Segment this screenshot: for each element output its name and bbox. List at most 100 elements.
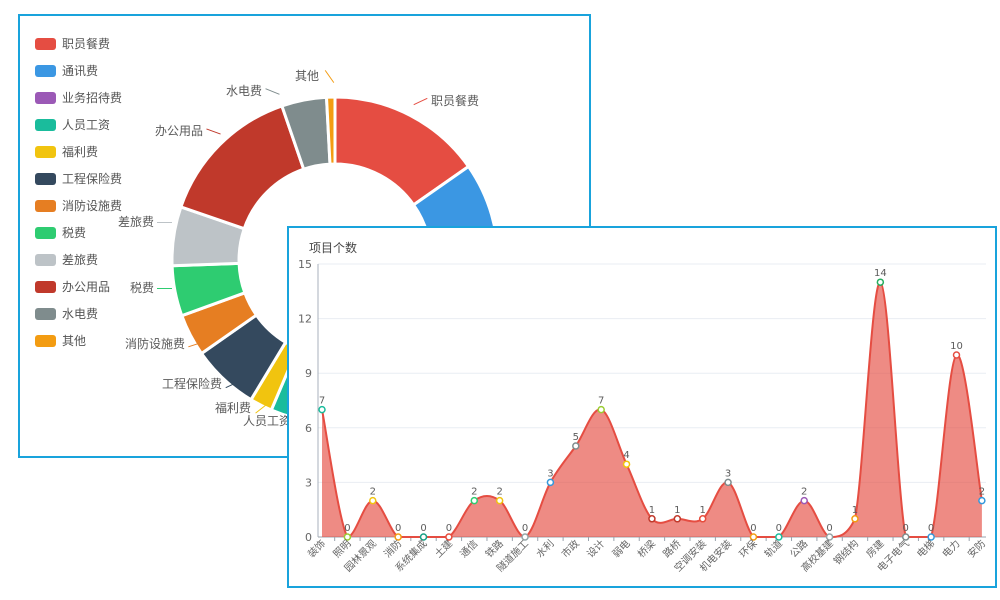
value-label-土建: 0 xyxy=(446,523,452,534)
value-label-安防: 2 xyxy=(979,487,985,498)
data-point-市政[interactable] xyxy=(572,442,580,450)
data-point-消防[interactable] xyxy=(394,533,402,541)
legend-label: 福利费 xyxy=(62,145,99,159)
legend-item-办公用品[interactable]: 办公用品 xyxy=(35,281,122,293)
value-label-照明: 0 xyxy=(344,523,350,534)
legend-item-职员餐费[interactable]: 职员餐费 xyxy=(35,38,122,50)
value-label-高校基建: 0 xyxy=(826,523,832,534)
data-point-环保[interactable] xyxy=(749,533,758,541)
data-point-隧道施工[interactable] xyxy=(521,533,529,541)
x-label-土建[interactable]: 土建 xyxy=(432,537,455,560)
value-label-电子电气: 0 xyxy=(903,523,909,534)
x-label-铁路[interactable]: 铁路 xyxy=(482,537,505,560)
data-point-安防[interactable] xyxy=(978,496,986,505)
pie-legend: 职员餐费通讯费业务招待费人员工资福利费工程保险费消防设施费税费差旅费办公用品水电… xyxy=(35,38,122,362)
y-tick-3: 3 xyxy=(305,476,312,489)
legend-item-水电费[interactable]: 水电费 xyxy=(35,308,122,320)
data-point-机电安装[interactable] xyxy=(724,478,732,487)
x-label-公路[interactable]: 公路 xyxy=(787,537,810,560)
x-label-消防[interactable]: 消防 xyxy=(381,537,404,560)
value-label-轨道: 0 xyxy=(776,523,782,534)
value-label-公路: 2 xyxy=(801,487,807,498)
data-point-弱电[interactable] xyxy=(622,460,631,468)
chart-title: 项目个数 xyxy=(309,241,358,255)
x-label-水利[interactable]: 水利 xyxy=(534,538,557,561)
x-label-安防[interactable]: 安防 xyxy=(965,537,988,560)
legend-swatch xyxy=(35,173,56,185)
legend-label: 职员餐费 xyxy=(62,37,111,51)
value-label-环保: 0 xyxy=(750,523,756,534)
x-label-路桥[interactable]: 路桥 xyxy=(660,537,683,560)
legend-label: 消防设施费 xyxy=(62,199,123,213)
data-point-高校基建[interactable] xyxy=(825,533,834,541)
legend-swatch xyxy=(35,38,56,50)
value-label-铁路: 2 xyxy=(496,487,502,498)
x-label-环保[interactable]: 环保 xyxy=(736,537,759,560)
legend-item-其他[interactable]: 其他 xyxy=(35,335,122,347)
x-label-通信[interactable]: 通信 xyxy=(458,538,481,561)
value-label-装饰: 7 xyxy=(319,396,325,407)
legend-item-差旅费[interactable]: 差旅费 xyxy=(35,254,122,266)
legend-label: 工程保险费 xyxy=(62,172,123,186)
x-label-电力[interactable]: 电力 xyxy=(939,537,962,560)
legend-swatch xyxy=(35,146,56,158)
pie-slice-办公用品[interactable] xyxy=(179,104,306,231)
data-point-轨道[interactable] xyxy=(775,533,783,541)
value-label-路桥: 1 xyxy=(674,505,680,516)
data-point-设计[interactable] xyxy=(597,405,605,414)
legend-swatch xyxy=(35,254,56,266)
legend-item-福利费[interactable]: 福利费 xyxy=(35,146,122,158)
x-label-桥梁[interactable]: 桥梁 xyxy=(635,537,658,560)
x-label-轨道[interactable]: 轨道 xyxy=(762,537,785,560)
legend-label: 税费 xyxy=(62,226,87,240)
legend-item-人员工资[interactable]: 人员工资 xyxy=(35,119,122,131)
legend-item-工程保险费[interactable]: 工程保险费 xyxy=(35,173,122,185)
data-point-系统集成[interactable] xyxy=(419,533,428,541)
x-label-市政[interactable]: 市政 xyxy=(559,537,582,560)
legend-swatch xyxy=(35,281,56,293)
legend-swatch xyxy=(35,65,56,77)
data-point-通信[interactable] xyxy=(470,496,479,505)
x-label-电梯[interactable]: 电梯 xyxy=(914,537,937,560)
legend-item-通讯费[interactable]: 通讯费 xyxy=(35,65,122,77)
value-label-钢结构: 1 xyxy=(852,505,858,516)
y-tick-6: 6 xyxy=(305,422,312,435)
legend-swatch xyxy=(35,92,56,104)
y-tick-15: 15 xyxy=(298,258,312,271)
legend-label: 差旅费 xyxy=(62,253,99,267)
data-point-照明[interactable] xyxy=(343,533,352,541)
data-point-装饰[interactable] xyxy=(318,405,326,414)
data-point-空调安装[interactable] xyxy=(698,515,707,523)
x-label-设计[interactable]: 设计 xyxy=(584,537,607,560)
value-label-园林景观: 2 xyxy=(370,487,376,498)
value-label-市政: 5 xyxy=(573,432,579,443)
value-label-隧道施工: 0 xyxy=(522,523,528,534)
data-point-电力[interactable] xyxy=(952,351,961,359)
x-label-房建[interactable]: 房建 xyxy=(863,537,886,560)
data-point-钢结构[interactable] xyxy=(851,515,859,523)
legend-swatch xyxy=(35,335,56,347)
x-label-弱电[interactable]: 弱电 xyxy=(609,537,632,560)
legend-item-消防设施费[interactable]: 消防设施费 xyxy=(35,200,122,212)
legend-label: 人员工资 xyxy=(62,118,111,132)
data-point-电子电气[interactable] xyxy=(901,533,910,541)
data-point-电梯[interactable] xyxy=(927,533,935,541)
data-point-桥梁[interactable] xyxy=(648,515,656,523)
data-point-路桥[interactable] xyxy=(673,515,682,523)
pie-slice-其他[interactable] xyxy=(325,95,337,166)
area-fill xyxy=(322,282,982,537)
legend-label: 办公用品 xyxy=(62,280,111,294)
x-label-照明[interactable]: 照明 xyxy=(331,538,354,561)
x-label-钢结构[interactable]: 钢结构 xyxy=(831,537,861,567)
data-point-房建[interactable] xyxy=(876,278,885,286)
project-count-card: 项目个数 0 3 6 9 12 15 7 装饰 0 照明 2 园林景观 0 消防 0 系统集成 0 土建 2 通信 2 铁… xyxy=(287,226,997,588)
legend-item-业务招待费[interactable]: 业务招待费 xyxy=(35,92,122,104)
area-line xyxy=(321,281,983,539)
data-point-土建[interactable] xyxy=(445,533,453,541)
data-point-水利[interactable] xyxy=(546,478,555,487)
legend-item-税费[interactable]: 税费 xyxy=(35,227,122,239)
data-point-铁路[interactable] xyxy=(495,496,504,505)
data-point-园林景观[interactable] xyxy=(369,496,377,505)
data-point-公路[interactable] xyxy=(800,496,808,505)
